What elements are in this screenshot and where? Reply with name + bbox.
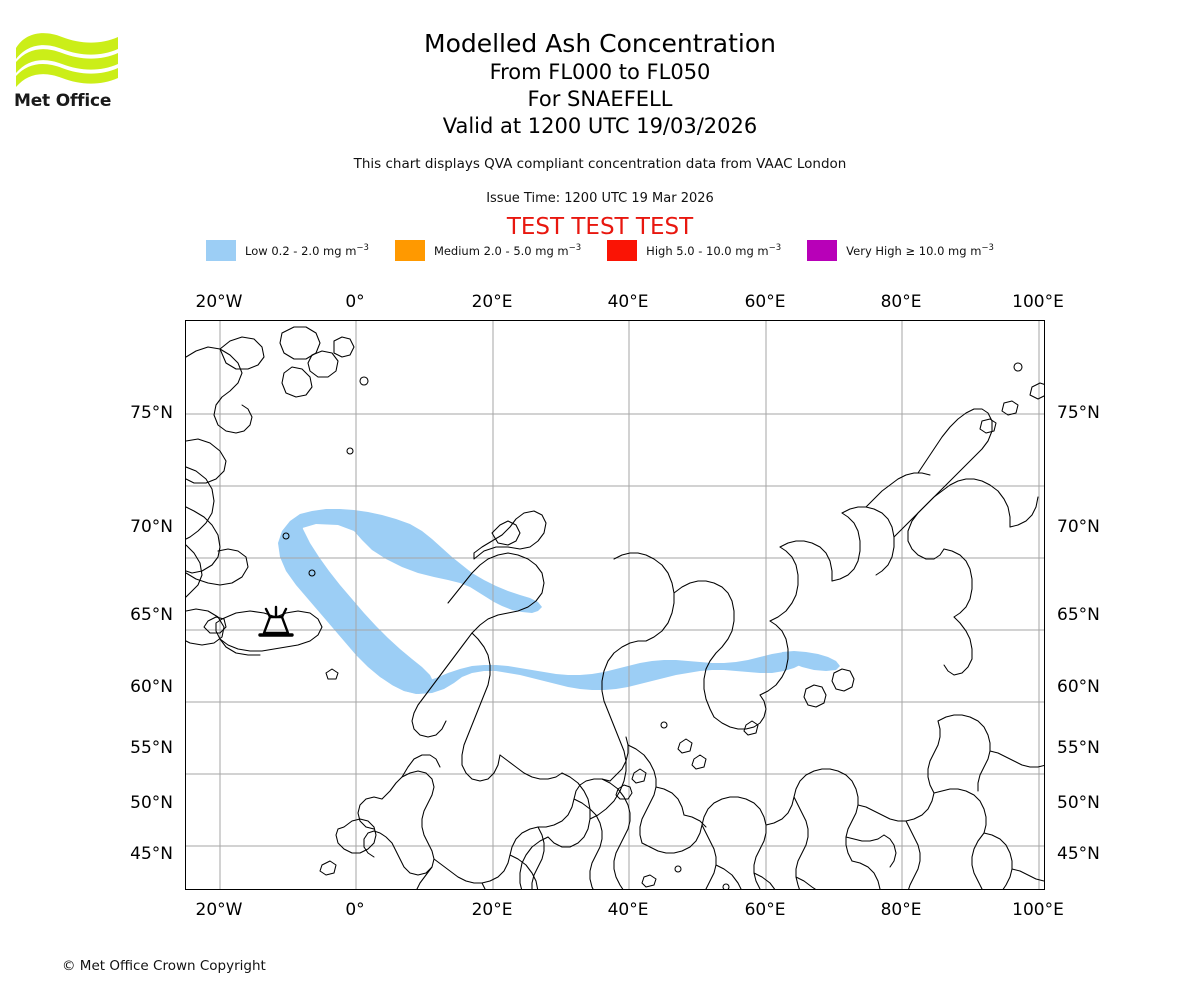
lon-label-top-1: 0°	[345, 292, 365, 312]
met-office-wave-icon	[16, 33, 118, 87]
lon-label-bottom-6: 100°E	[1012, 900, 1064, 920]
lat-label-left-55: 55°N	[130, 738, 173, 758]
test-banner: TEST TEST TEST	[506, 214, 694, 240]
legend-item-high: High 5.0 - 10.0 mg m−3	[607, 240, 781, 261]
legend-swatch-low	[206, 240, 237, 261]
legend-item-very-high: Very High ≥ 10.0 mg m−3	[807, 240, 994, 261]
lon-label-bottom-4: 60°E	[744, 900, 786, 920]
concentration-legend: Low 0.2 - 2.0 mg m−3 Medium 2.0 - 5.0 mg…	[0, 240, 1200, 261]
lat-label-right-45: 45°N	[1057, 844, 1100, 864]
lat-label-left-45: 45°N	[130, 844, 173, 864]
met-office-logo: Met Office	[14, 28, 124, 114]
lat-label-left-65: 65°N	[130, 605, 173, 625]
lat-label-left-75: 75°N	[130, 403, 173, 423]
map-canvas	[186, 321, 1044, 889]
issue-time-label: Issue Time: 1200 UTC 19 Mar 2026	[486, 191, 714, 206]
lat-label-right-55: 55°N	[1057, 738, 1100, 758]
ash-plume-low	[278, 509, 840, 694]
valid-time-line: Valid at 1200 UTC 19/03/2026	[442, 114, 758, 138]
page-title: Modelled Ash Concentration	[424, 29, 776, 58]
lat-label-right-50: 50°N	[1057, 793, 1100, 813]
legend-item-medium: Medium 2.0 - 5.0 mg m−3	[394, 240, 582, 261]
met-office-logo-text: Met Office	[14, 91, 112, 111]
lon-label-top-6: 100°E	[1012, 292, 1064, 312]
legend-swatch-very-high	[807, 240, 838, 261]
lon-label-top-4: 60°E	[744, 292, 786, 312]
lon-label-bottom-5: 80°E	[880, 900, 922, 920]
lon-label-bottom-1: 0°	[345, 900, 365, 920]
legend-label-high: High 5.0 - 10.0 mg m−3	[646, 243, 782, 258]
lat-label-right-65: 65°N	[1057, 605, 1100, 625]
lon-label-bottom-3: 40°E	[607, 900, 649, 920]
lon-label-bottom-2: 20°E	[471, 900, 513, 920]
qva-compliance-note: This chart displays QVA compliant concen…	[353, 156, 847, 172]
map-coastlines	[186, 326, 1044, 889]
flight-level-line: From FL000 to FL050	[489, 60, 711, 84]
lat-label-right-75: 75°N	[1057, 403, 1100, 423]
lon-label-top-5: 80°E	[880, 292, 922, 312]
legend-label-low: Low 0.2 - 2.0 mg m−3	[245, 243, 369, 258]
lat-label-left-60: 60°N	[130, 677, 173, 697]
lon-label-top-3: 40°E	[607, 292, 649, 312]
legend-swatch-high	[607, 240, 638, 261]
volcano-name-line: For SNAEFELL	[527, 87, 673, 111]
lat-label-right-60: 60°N	[1057, 677, 1100, 697]
lat-label-left-70: 70°N	[130, 517, 173, 537]
lon-label-top-0: 20°W	[195, 292, 243, 312]
lat-label-right-70: 70°N	[1057, 517, 1100, 537]
lon-label-top-2: 20°E	[471, 292, 513, 312]
copyright-notice: © Met Office Crown Copyright	[62, 958, 266, 974]
volcano-marker-snaefell	[258, 605, 294, 637]
map-plot-frame	[185, 320, 1045, 890]
chart-title-block: Modelled Ash Concentration From FL000 to…	[0, 28, 1200, 140]
ash-concentration-map: 20°W 0° 20°E 40°E 60°E 80°E 100°E 20°W 0…	[130, 292, 1100, 920]
lat-label-left-50: 50°N	[130, 793, 173, 813]
legend-item-low: Low 0.2 - 2.0 mg m−3	[206, 240, 369, 261]
map-graticule	[186, 321, 1044, 889]
legend-label-medium: Medium 2.0 - 5.0 mg m−3	[433, 243, 582, 258]
legend-swatch-medium	[394, 240, 425, 261]
lon-label-bottom-0: 20°W	[195, 900, 243, 920]
legend-label-very-high: Very High ≥ 10.0 mg m−3	[846, 243, 994, 258]
